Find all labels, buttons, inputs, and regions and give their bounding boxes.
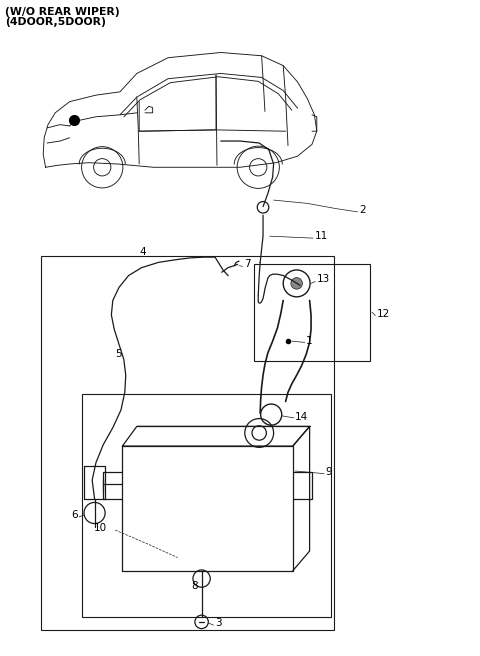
Text: 4: 4: [139, 247, 146, 257]
Bar: [82, 394, 331, 617]
Circle shape: [291, 277, 302, 289]
Text: 6: 6: [71, 510, 78, 520]
Text: (W/O REAR WIPER): (W/O REAR WIPER): [5, 7, 120, 17]
Bar: [41, 256, 334, 630]
Text: 5: 5: [115, 349, 122, 359]
Text: 13: 13: [317, 274, 330, 285]
Text: 10: 10: [94, 523, 107, 533]
Text: 9: 9: [325, 467, 332, 478]
Text: 7: 7: [244, 259, 251, 270]
Text: 2: 2: [359, 205, 366, 215]
Text: 12: 12: [377, 308, 390, 319]
Text: (4DOOR,5DOOR): (4DOOR,5DOOR): [5, 16, 106, 27]
Bar: [254, 264, 370, 361]
Text: 14: 14: [295, 411, 309, 422]
Text: 3: 3: [215, 618, 222, 628]
Text: 8: 8: [191, 581, 198, 591]
Text: 1: 1: [306, 336, 313, 346]
Text: 11: 11: [314, 231, 328, 241]
